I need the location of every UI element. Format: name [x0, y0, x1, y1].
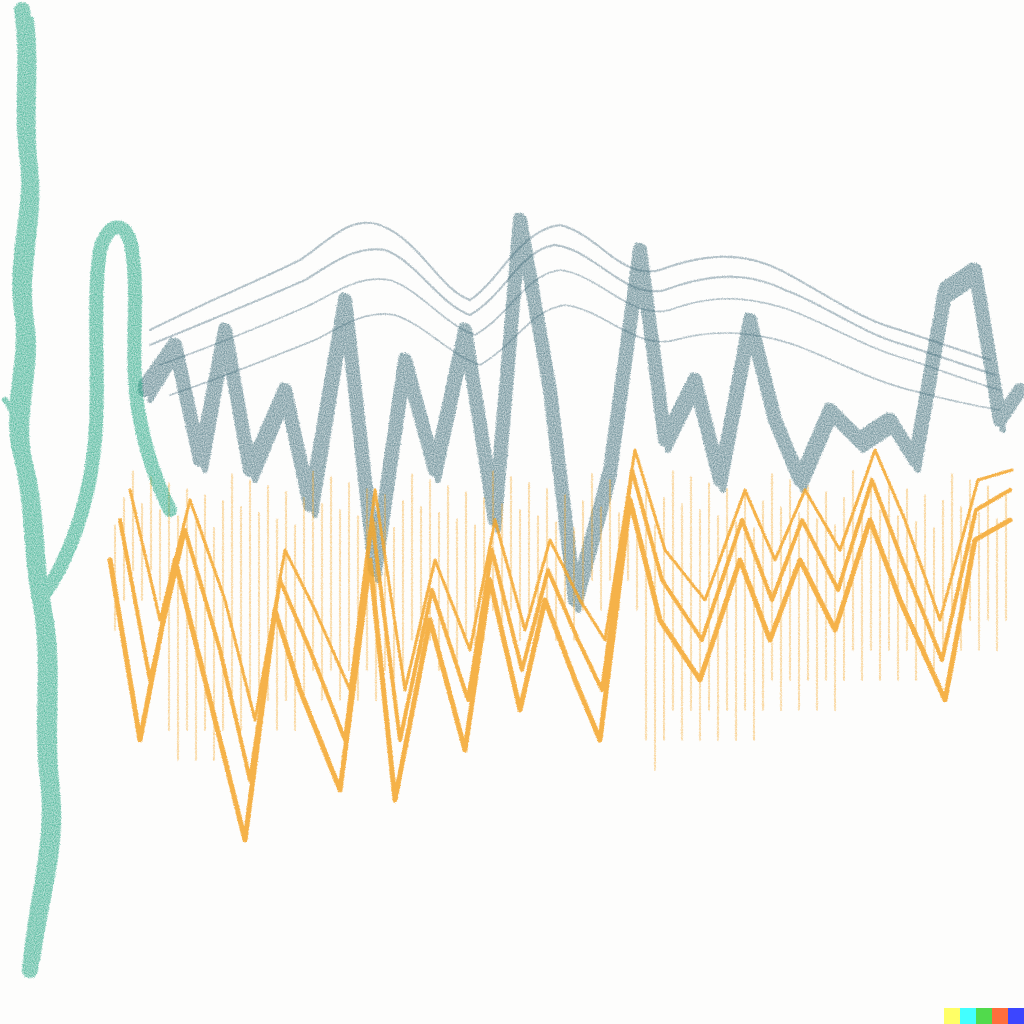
color-swatch — [944, 1008, 960, 1024]
grey-echo-line — [169, 304, 1001, 411]
grey-echo-line — [149, 221, 991, 361]
orange-zigzag-bottom — [107, 497, 1013, 843]
color-swatch — [992, 1008, 1008, 1024]
slate-zigzag-echo — [147, 227, 1006, 613]
orange-zigzag-mid — [118, 468, 1012, 782]
grey-echo-line — [159, 269, 1001, 391]
orange-downward-hatching — [107, 448, 1014, 843]
light-grey-echo-lines — [149, 221, 1001, 411]
color-signature-strip — [944, 1008, 1024, 1024]
color-swatch — [1008, 1008, 1024, 1024]
color-swatch — [976, 1008, 992, 1024]
slate-zigzag-echo — [137, 212, 1000, 598]
green-branch-left — [2, 397, 34, 523]
green-hook-curve — [33, 220, 177, 607]
grey-echo-line — [149, 244, 996, 376]
orange-zigzag-top — [128, 448, 1014, 722]
green-stalk-left — [9, 2, 58, 978]
color-swatch — [960, 1008, 976, 1024]
green-vertical-squiggle — [2, 2, 177, 978]
